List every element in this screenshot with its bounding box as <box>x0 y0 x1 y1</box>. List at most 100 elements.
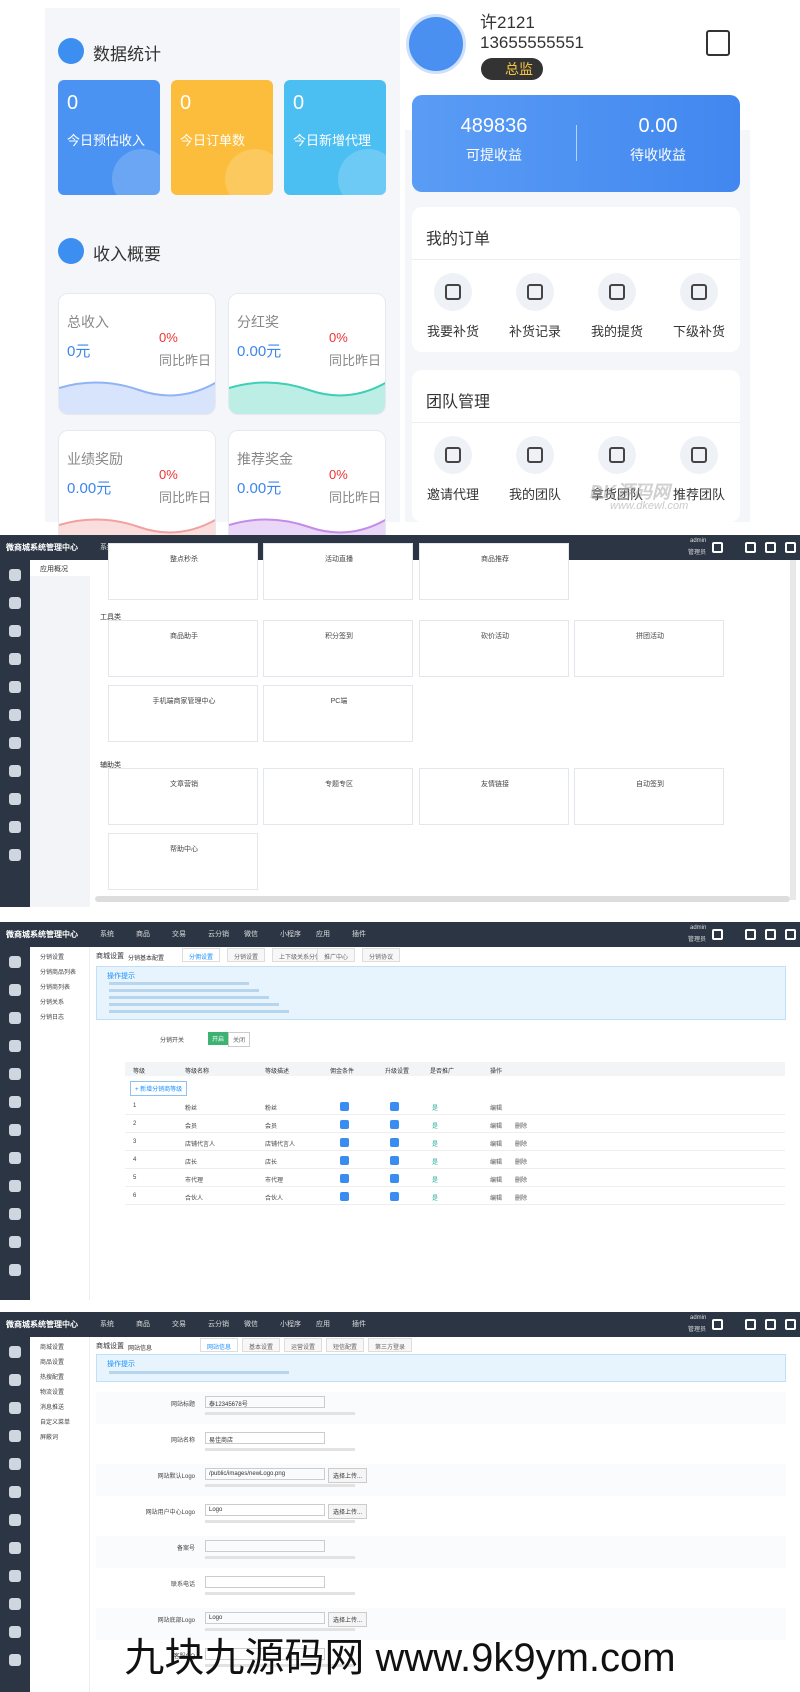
sidebar-icon[interactable] <box>9 1346 21 1358</box>
nav-item[interactable]: 云分销 <box>208 931 229 938</box>
nav-item[interactable]: 系统 <box>100 1321 114 1328</box>
sidebar-icon[interactable] <box>9 1236 21 1248</box>
submenu-item[interactable]: 物流设置 <box>40 1390 65 1396</box>
delete-link[interactable]: 删除 <box>515 1124 528 1130</box>
sidebar-icon[interactable] <box>9 709 21 721</box>
app-card[interactable]: 商品助手 <box>108 620 258 677</box>
delete-link[interactable]: 删除 <box>515 1196 528 1202</box>
nav-item[interactable]: 商品 <box>136 1321 150 1328</box>
sidebar-icon[interactable] <box>9 597 21 609</box>
menu-item[interactable]: 我的提货 <box>577 273 657 348</box>
sub-tab[interactable]: 分销协议 <box>362 948 401 962</box>
sidebar-icon[interactable] <box>9 1626 21 1638</box>
nav-item[interactable]: 商品 <box>136 931 150 938</box>
sidebar-icon[interactable] <box>9 1374 21 1386</box>
delete-link[interactable]: 删除 <box>515 1178 528 1184</box>
edit-link[interactable]: 编辑 <box>490 1124 503 1130</box>
bar-icon[interactable] <box>745 542 756 553</box>
submenu-item[interactable]: 商品设置 <box>40 1360 65 1366</box>
bar-icon[interactable] <box>745 1319 756 1330</box>
field-input[interactable]: 易佳商店 <box>205 1432 325 1444</box>
app-card[interactable]: 专题专区 <box>263 768 413 825</box>
bar-icon[interactable] <box>765 929 776 940</box>
sub-tab[interactable]: 短信配置 <box>326 1338 365 1352</box>
edit-link[interactable]: 编辑 <box>490 1160 503 1166</box>
sidebar-icon[interactable] <box>9 1598 21 1610</box>
checkbox[interactable] <box>390 1174 399 1183</box>
submenu-item[interactable]: 分销关系 <box>40 1000 65 1006</box>
sidebar-icon[interactable] <box>9 765 21 777</box>
field-input[interactable]: 泰12345678号 <box>205 1396 325 1408</box>
nav-item[interactable]: 小程序 <box>280 931 301 938</box>
nav-item[interactable]: 交易 <box>172 1321 186 1328</box>
bar-icon[interactable] <box>745 929 756 940</box>
checkbox[interactable] <box>340 1192 349 1201</box>
app-card[interactable]: 手机端商家管理中心 <box>108 685 258 742</box>
menu-item[interactable]: 我的团队 <box>495 436 575 511</box>
app-card[interactable]: 拼团活动 <box>574 620 724 677</box>
sidebar-icon[interactable] <box>9 1514 21 1526</box>
sidebar-icon[interactable] <box>9 1068 21 1080</box>
switch-on[interactable]: 开启 <box>208 1032 229 1045</box>
bar-icon[interactable] <box>712 542 723 553</box>
stat-card[interactable]: 0 今日新增代理 <box>284 80 386 195</box>
bar-icon[interactable] <box>785 1319 796 1330</box>
switch-off[interactable]: 关闭 <box>228 1032 251 1047</box>
bar-icon[interactable] <box>765 542 776 553</box>
submenu-item[interactable]: 热搜配置 <box>40 1375 65 1381</box>
nav-item[interactable]: 小程序 <box>280 1321 301 1328</box>
qr-icon[interactable] <box>706 30 730 56</box>
submenu-item[interactable]: 应用概况 <box>30 560 90 576</box>
submenu-item[interactable]: 分销日志 <box>40 1015 65 1021</box>
menu-item[interactable]: 我要补货 <box>413 273 493 348</box>
menu-item[interactable]: 推荐团队 <box>659 436 739 511</box>
app-card[interactable]: 帮助中心 <box>108 833 258 890</box>
sidebar-icon[interactable] <box>9 1486 21 1498</box>
edit-link[interactable]: 编辑 <box>490 1142 503 1148</box>
sub-tab[interactable]: 运营设置 <box>284 1338 323 1352</box>
menu-item[interactable]: 邀请代理 <box>413 436 493 511</box>
sub-tab[interactable]: 分佣设置 <box>182 948 221 962</box>
submenu-item[interactable]: 商城设置 <box>40 1345 65 1351</box>
app-card[interactable]: 自动签到 <box>574 768 724 825</box>
add-button[interactable]: + 新增分销商等级 <box>130 1081 188 1096</box>
menu-item[interactable]: 拿货团队 <box>577 436 657 511</box>
sidebar-icon[interactable] <box>9 1264 21 1276</box>
menu-item[interactable]: 补货记录 <box>495 273 575 348</box>
nav-item[interactable]: 系统 <box>100 544 114 551</box>
nav-item[interactable]: 微信 <box>244 931 258 938</box>
sidebar-icon[interactable] <box>9 1040 21 1052</box>
sidebar-icon[interactable] <box>9 625 21 637</box>
field-input[interactable]: /public/images/newLogo.png <box>205 1468 325 1480</box>
sidebar-icon[interactable] <box>9 569 21 581</box>
sidebar-icon[interactable] <box>9 1012 21 1024</box>
sidebar-icon[interactable] <box>9 1402 21 1414</box>
sidebar-icon[interactable] <box>9 849 21 861</box>
sidebar-icon[interactable] <box>9 1542 21 1554</box>
sidebar-icon[interactable] <box>9 984 21 996</box>
sub-tab[interactable]: 网站信息 <box>200 1338 239 1352</box>
field-input[interactable]: Logo <box>205 1504 325 1516</box>
edit-link[interactable]: 编辑 <box>490 1178 503 1184</box>
app-card[interactable]: 砍价活动 <box>419 620 569 677</box>
app-card[interactable]: 整点秒杀 <box>108 543 258 600</box>
submenu-item[interactable]: 自定义菜单 <box>40 1420 71 1426</box>
upload-button[interactable]: 选择上传... <box>328 1468 368 1483</box>
sidebar-icon[interactable] <box>9 1180 21 1192</box>
checkbox[interactable] <box>340 1120 349 1129</box>
nav-item[interactable]: 应用 <box>316 1321 330 1328</box>
sidebar-icon[interactable] <box>9 1654 21 1666</box>
field-input[interactable] <box>205 1576 325 1588</box>
sidebar-icon[interactable] <box>9 1430 21 1442</box>
sidebar-icon[interactable] <box>9 821 21 833</box>
sidebar-icon[interactable] <box>9 1570 21 1582</box>
edit-link[interactable]: 编辑 <box>490 1106 503 1112</box>
app-card[interactable]: 友情链接 <box>419 768 569 825</box>
sub-tab[interactable]: 推广中心 <box>317 948 356 962</box>
sidebar-icon[interactable] <box>9 793 21 805</box>
submenu-item[interactable]: 分销设置 <box>40 955 65 961</box>
sub-tab[interactable]: 基本设置 <box>242 1338 281 1352</box>
checkbox[interactable] <box>340 1102 349 1111</box>
bar-icon[interactable] <box>712 1319 723 1330</box>
bar-icon[interactable] <box>765 1319 776 1330</box>
